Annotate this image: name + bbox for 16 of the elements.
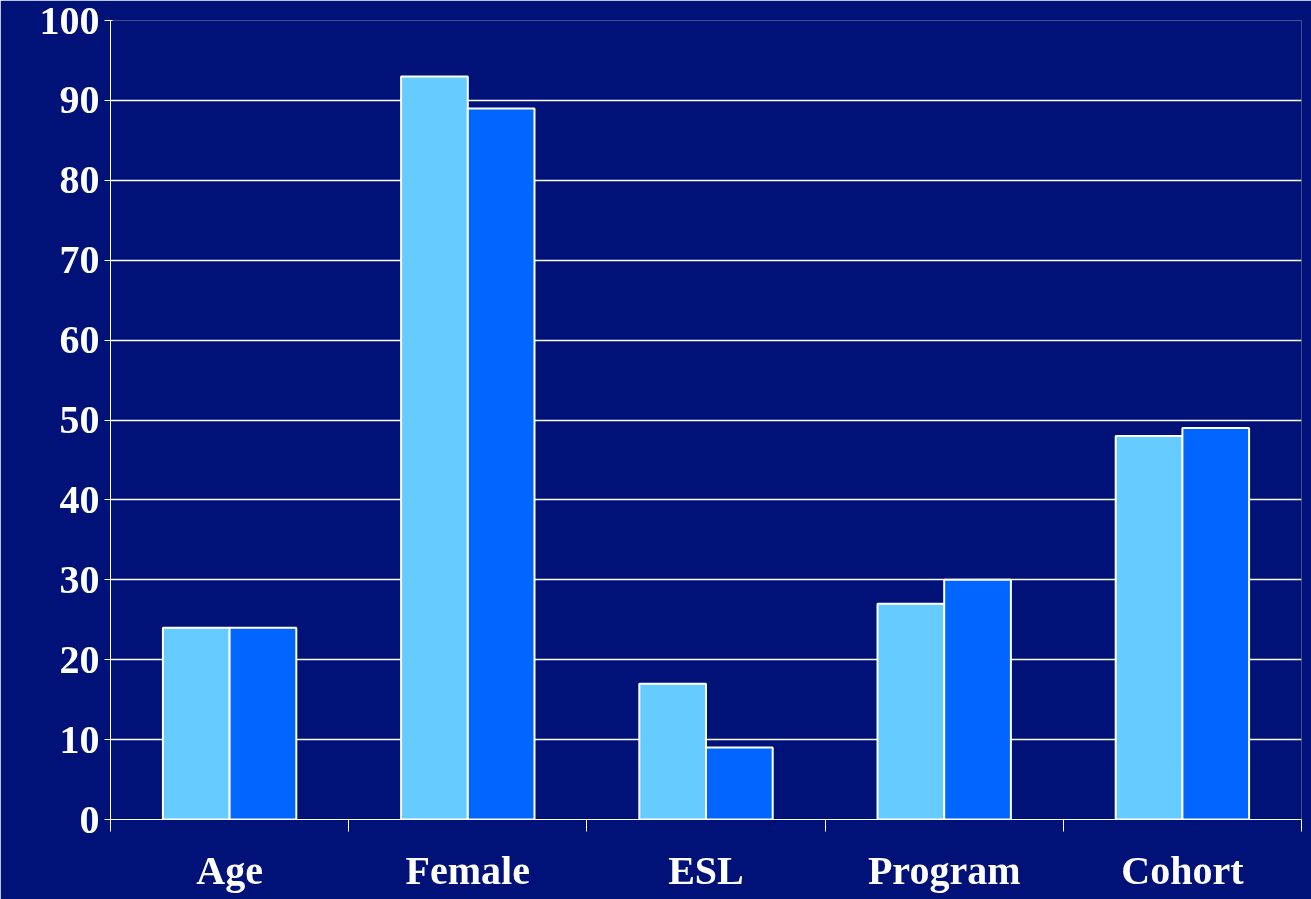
x-tick-label: Female — [405, 847, 530, 893]
y-tick-label: 40 — [59, 476, 100, 522]
x-tick-label: Program — [867, 847, 1021, 893]
y-tick-label: 20 — [59, 636, 100, 682]
y-tick-label: 60 — [59, 317, 100, 363]
y-tick-label: 0 — [79, 796, 100, 842]
y-tick-label: 10 — [59, 716, 100, 762]
x-tick-label: Age — [196, 847, 263, 893]
x-tick-label: Cohort — [1121, 847, 1245, 893]
y-tick-label: 50 — [59, 397, 100, 442]
y-tick-label: 100 — [39, 0, 100, 43]
y-tick-label: 90 — [59, 77, 100, 123]
y-tick-label: 30 — [59, 556, 100, 602]
y-tick-label: 70 — [59, 237, 100, 283]
x-tick-label: ESL — [668, 847, 744, 893]
y-tick-label: 80 — [59, 157, 100, 203]
